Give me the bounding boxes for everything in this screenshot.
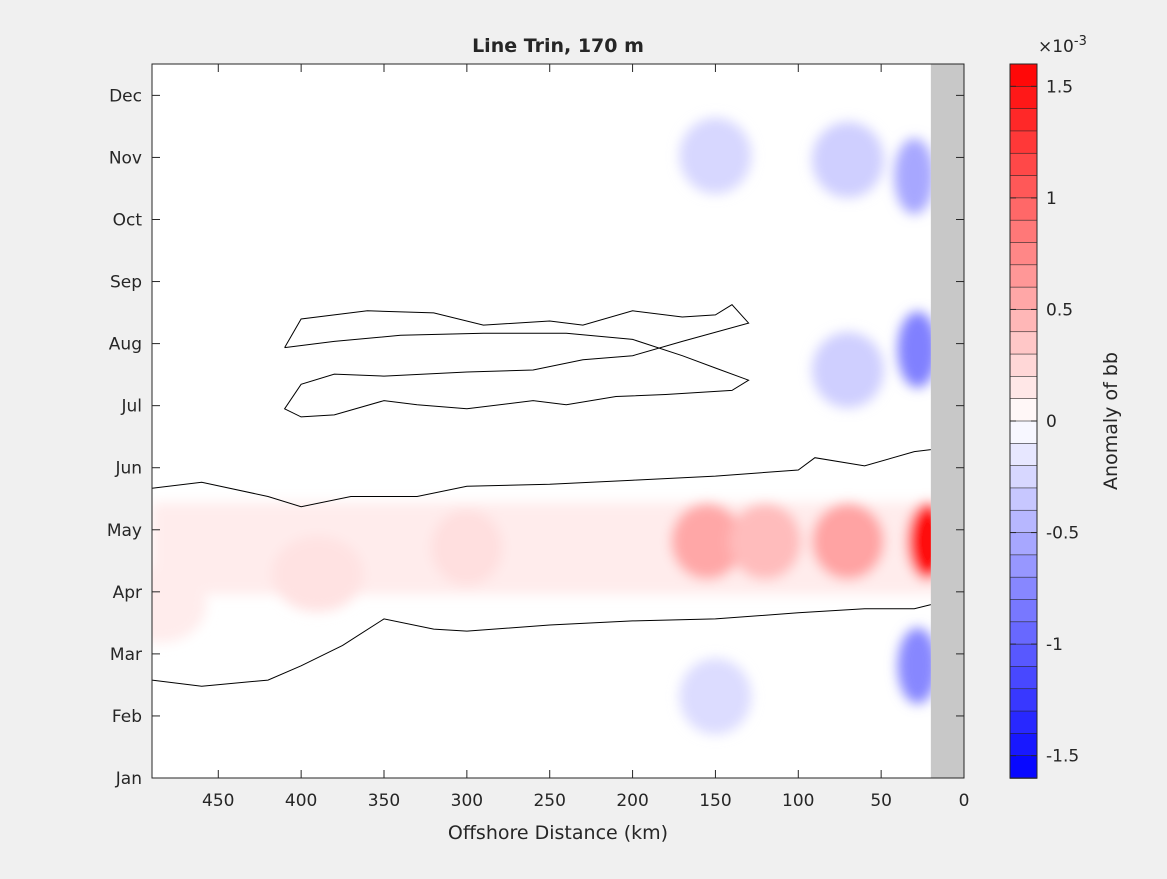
y-tick-label: Sep (110, 273, 142, 293)
colorbar-level (1009, 487, 1038, 512)
colorbar-level (1009, 688, 1038, 712)
colorbar-level (1009, 219, 1038, 244)
zero-contour-line (152, 449, 931, 508)
x-axis-label: Offshore Distance (km) (448, 822, 668, 844)
anomaly-blob (812, 332, 884, 408)
chart-title: Line Trin, 170 m (472, 35, 644, 57)
y-tick-label: Jan (115, 769, 142, 789)
colorbar-level (1009, 666, 1038, 690)
anomaly-blob (897, 627, 938, 704)
colorbar-level (1009, 130, 1038, 155)
colorbar-level (1009, 286, 1038, 311)
land-mask (930, 64, 964, 778)
colorbar-tick-label: -1.5 (1046, 747, 1079, 767)
axes-box (151, 63, 965, 779)
y-tick-label: Nov (109, 148, 142, 168)
zero-contour-line (283, 304, 750, 418)
anomaly-blob (812, 121, 884, 198)
anomaly-blob (729, 503, 802, 580)
colorbar-label: Anomaly of bb (1100, 352, 1122, 490)
anomaly-blob (152, 566, 207, 643)
x-tick-label: 200 (616, 791, 648, 811)
y-tick-label: Mar (110, 645, 142, 665)
anomaly-blob (679, 117, 752, 194)
colorbar-level (1009, 152, 1038, 177)
colorbar-level (1009, 643, 1038, 668)
x-tick-label: 300 (451, 791, 483, 811)
anomaly-blob (897, 311, 938, 388)
colorbar-levels (1009, 63, 1038, 779)
anomaly-blob (812, 503, 884, 580)
colorbar-tick-label: 1.5 (1046, 77, 1073, 97)
colorbar-level (1009, 532, 1038, 556)
x-tick-label: 150 (699, 791, 731, 811)
colorbar-level (1009, 509, 1038, 534)
y-tick-labels: Jan Feb Mar Apr May Jun Jul Aug Sep Oct Nov Dec (107, 86, 142, 789)
x-tick-label: 250 (533, 791, 565, 811)
colorbar-tick-label: 1 (1046, 189, 1057, 209)
colorbar-level (1009, 621, 1038, 645)
x-tick-label: 350 (368, 791, 400, 811)
colorbar: 1.5 1 0.5 0 -0.5 -1 -1.5 ×10-3 Anomaly of bb (1009, 34, 1122, 779)
colorbar-exponent-base: ×10 (1038, 37, 1074, 57)
colorbar-level (1009, 398, 1038, 422)
tick-marks (152, 64, 965, 779)
anomaly-field (152, 64, 964, 778)
colorbar-level (1009, 755, 1038, 779)
x-tick-label: 100 (782, 791, 814, 811)
x-tick-labels: 450 400 350 300 250 200 150 100 50 0 (202, 791, 969, 811)
x-tick-label: 450 (202, 791, 234, 811)
colorbar-level (1009, 86, 1038, 110)
y-tick-label: Jul (120, 397, 142, 417)
anomaly-blob (671, 503, 744, 580)
colorbar-level (1009, 733, 1038, 757)
colorbar-level (1009, 108, 1038, 132)
anomaly-blob (679, 658, 752, 735)
colorbar-level (1009, 710, 1038, 735)
colorbar-tick-label: -0.5 (1046, 524, 1079, 544)
colorbar-tick-label: 0.5 (1046, 300, 1073, 320)
colorbar-level (1009, 420, 1038, 445)
colorbar-level (1009, 175, 1038, 199)
y-tick-label: Feb (112, 707, 142, 727)
y-tick-label: May (107, 521, 142, 541)
colorbar-level (1009, 309, 1038, 333)
zero-contours (152, 304, 932, 687)
colorbar-tick-label: -1 (1046, 635, 1063, 655)
colorbar-level (1009, 353, 1038, 378)
colorbar-level (1009, 331, 1038, 355)
colorbar-level (1009, 63, 1038, 88)
colorbar-exponent-power: -3 (1074, 34, 1087, 49)
anomaly-blob (271, 536, 364, 612)
y-tick-label: Oct (113, 210, 143, 230)
colorbar-level (1009, 554, 1038, 578)
x-tick-label: 0 (959, 791, 970, 811)
colorbar-level (1009, 264, 1038, 288)
y-tick-label: Dec (109, 86, 142, 106)
anomaly-blob (430, 509, 503, 586)
colorbar-tick-label: 0 (1046, 412, 1057, 432)
y-tick-label: Aug (109, 335, 142, 355)
colorbar-level (1009, 599, 1038, 623)
colorbar-level (1009, 242, 1038, 266)
anomaly-blob (894, 138, 935, 215)
colorbar-tick-labels: 1.5 1 0.5 0 -0.5 -1 -1.5 (1010, 77, 1079, 767)
colorbar-exponent: ×10-3 (1038, 34, 1087, 57)
y-tick-label: Jun (114, 459, 142, 479)
y-tick-label: Apr (113, 583, 142, 603)
colorbar-level (1009, 576, 1038, 601)
colorbar-level (1009, 197, 1038, 221)
x-tick-label: 400 (285, 791, 317, 811)
colorbar-level (1009, 376, 1038, 400)
colorbar-level (1009, 465, 1038, 489)
colorbar-level (1009, 443, 1038, 467)
zero-contour-line (152, 604, 932, 687)
x-tick-label: 50 (870, 791, 892, 811)
